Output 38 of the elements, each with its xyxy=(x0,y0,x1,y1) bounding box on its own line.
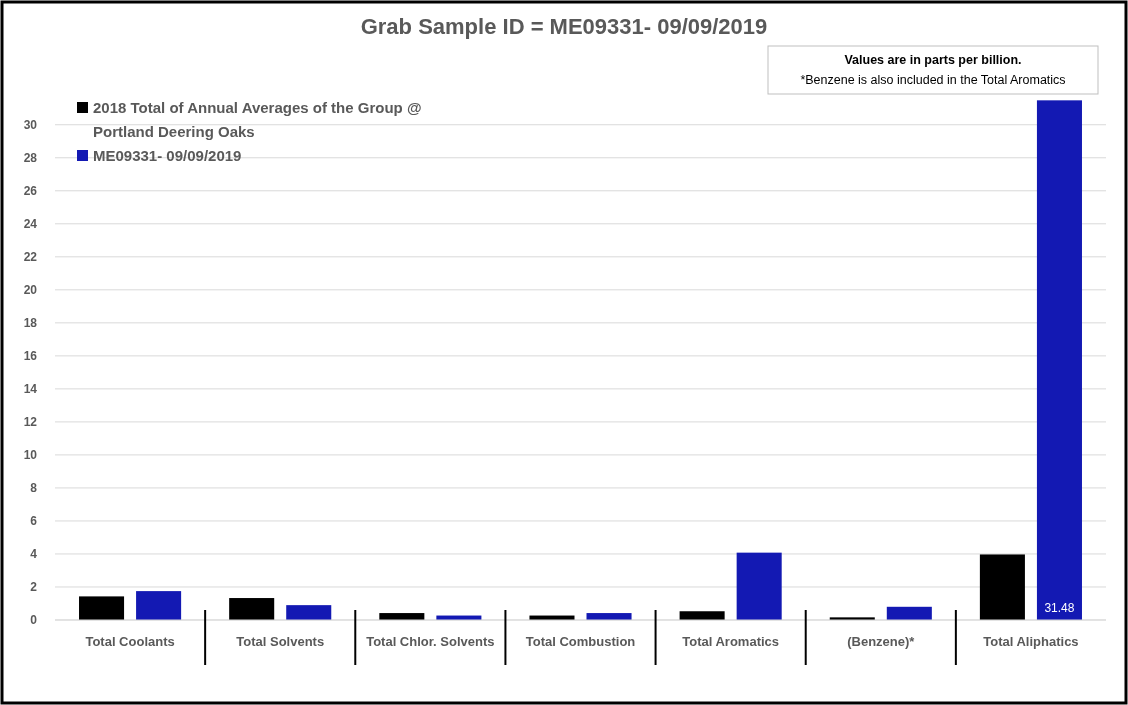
x-tick-label: Total Coolants xyxy=(85,634,175,649)
y-tick-label: 28 xyxy=(23,150,38,165)
bar xyxy=(1036,100,1082,620)
bar xyxy=(679,611,725,620)
y-tick-label: 14 xyxy=(23,382,38,397)
y-tick-label: 20 xyxy=(23,283,38,298)
x-tick-label: Total Combustion xyxy=(525,634,636,649)
y-tick-label: 30 xyxy=(23,117,38,132)
y-tick-label: 2 xyxy=(30,580,38,595)
y-tick-label: 24 xyxy=(23,217,38,232)
y-tick-label: 12 xyxy=(23,415,38,430)
y-tick-label: 22 xyxy=(23,250,38,265)
legend-label: ME09331- 09/09/2019 xyxy=(93,147,242,165)
y-tick-label: 10 xyxy=(23,448,38,463)
y-tick-label: 0 xyxy=(30,613,38,628)
x-tick-label: Total Solvents xyxy=(236,634,325,649)
legend-label: 2018 Total of Annual Averages of the Group @ Portland Deering Oaks xyxy=(93,99,422,141)
x-tick-label: Total Chlor. Solvents xyxy=(366,634,495,649)
x-tick-label: Total Aliphatics xyxy=(983,634,1079,649)
y-tick-label: 4 xyxy=(30,547,38,562)
y-tick-label: 6 xyxy=(30,514,38,529)
text: *Benzene is also included in the Total Aromatics xyxy=(800,73,1066,87)
bar xyxy=(979,554,1025,620)
bar xyxy=(286,605,332,620)
chart-title: Grab Sample ID = ME09331- 09/09/2019 xyxy=(360,14,768,39)
x-tick-label: Total Aromatics xyxy=(682,634,780,649)
y-tick-label: 18 xyxy=(23,316,38,331)
bar xyxy=(136,591,182,620)
text: Values are in parts per billion. xyxy=(844,53,1022,67)
y-tick-label: 8 xyxy=(30,481,38,496)
bar xyxy=(736,552,782,620)
y-tick-label: 16 xyxy=(23,349,38,364)
bar xyxy=(229,598,275,620)
x-tick-label: (Benzene)* xyxy=(847,634,916,649)
y-tick-label: 26 xyxy=(23,183,38,198)
bar xyxy=(886,606,932,620)
data-label: 31.48 xyxy=(1044,601,1075,615)
bar xyxy=(79,596,125,620)
